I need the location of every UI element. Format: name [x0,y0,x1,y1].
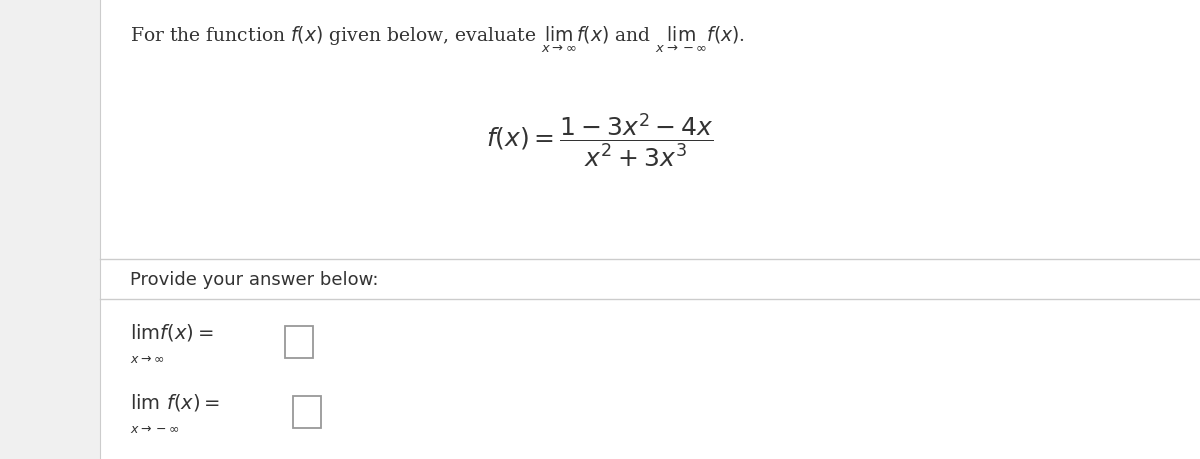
Text: $\lim f(x) =$: $\lim f(x) =$ [130,322,214,343]
Text: $\lim\ f(x) =$: $\lim\ f(x) =$ [130,392,220,413]
Bar [100,259,1200,299]
Bar [0,0,100,459]
Text: $f(x) = \dfrac{1 - 3x^2 - 4x}{x^2 + 3x^3}$: $f(x) = \dfrac{1 - 3x^2 - 4x}{x^2 + 3x^3… [486,111,714,168]
Text: Provide your answer below:: Provide your answer below: [130,270,378,288]
FancyBboxPatch shape [293,396,322,428]
FancyBboxPatch shape [286,326,313,358]
Bar [100,0,1200,259]
Text: $x \to -\infty$: $x \to -\infty$ [130,422,180,435]
Bar [100,299,1200,459]
Text: $x \to \infty$: $x \to \infty$ [130,352,164,365]
Text: For the function $f(x)$ given below, evaluate $\underset{x\to\infty}{\lim} f(x)$: For the function $f(x)$ given below, eva… [130,25,745,55]
